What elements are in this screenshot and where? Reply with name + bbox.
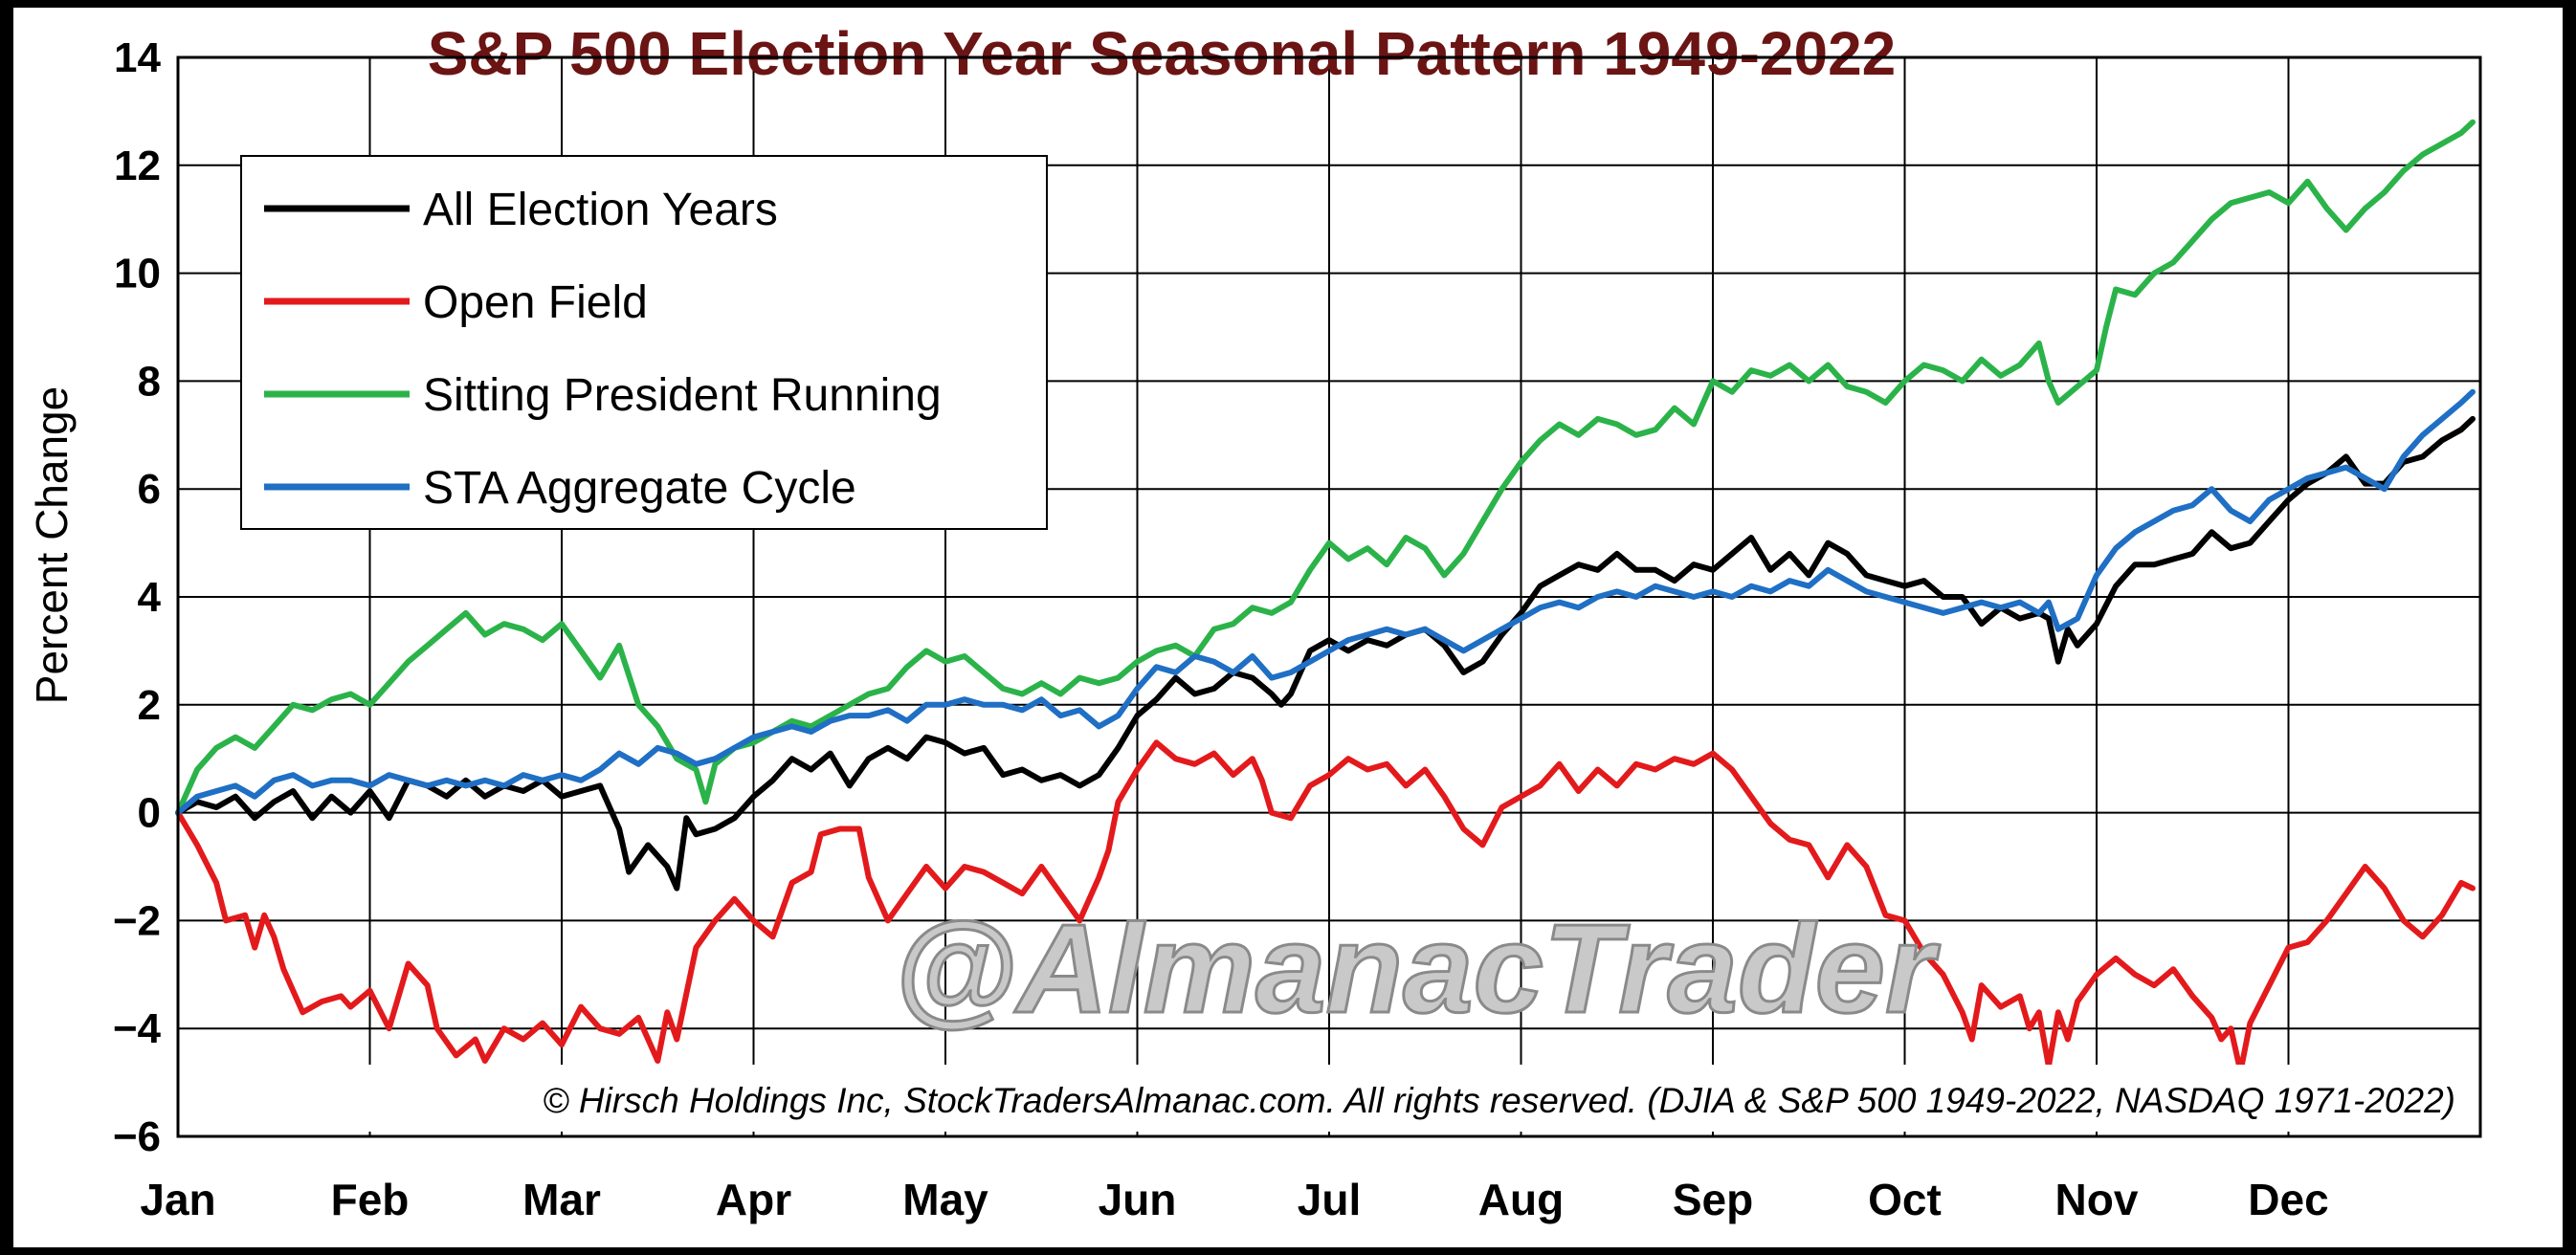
series-line-sta-aggregate-cycle xyxy=(175,388,2476,816)
x-tick-label: Dec xyxy=(2248,1175,2328,1224)
x-tick-label: Oct xyxy=(1868,1175,1942,1224)
x-tick-label: Apr xyxy=(716,1175,791,1224)
series-line-all-election-years xyxy=(175,415,2476,892)
copyright-text: © Hirsch Holdings Inc, StockTradersAlman… xyxy=(543,1081,2455,1120)
series-lines xyxy=(175,119,2476,1075)
chart-frame: 14 12 10 8 6 4 2 0 −2 −4 −6 Jan Feb Mar Apr May Jun Jul Au… xyxy=(13,8,2563,1247)
legend: All Election Years Open Field Sitting Pres… xyxy=(240,155,1048,530)
x-tick-label: Jan xyxy=(140,1175,215,1224)
y-tick-label: −4 xyxy=(113,1005,162,1052)
y-tick-label: 8 xyxy=(138,358,161,405)
series-line-open-field xyxy=(175,739,2476,1075)
y-tick-label: 4 xyxy=(138,574,162,621)
ticks: 14 12 10 8 6 4 2 0 −2 −4 −6 Jan Feb Mar Apr May Jun Jul Au… xyxy=(113,34,2329,1224)
y-tick-label: 0 xyxy=(138,790,161,837)
watermark-text: @AlmanacTrader xyxy=(894,898,1941,1039)
legend-label: Open Field xyxy=(423,277,648,328)
y-tick-label: 14 xyxy=(114,34,161,81)
y-tick-label: 2 xyxy=(138,682,161,729)
series-line-sitting-president-running xyxy=(175,119,2476,816)
x-tick-label: May xyxy=(902,1175,988,1224)
plot-border xyxy=(176,55,2482,1138)
x-tick-label: Mar xyxy=(522,1175,601,1224)
chart-title: S&P 500 Election Year Seasonal Pattern 1… xyxy=(428,19,1897,88)
x-tick-label: Nov xyxy=(2055,1175,2139,1224)
legend-label: All Election Years xyxy=(423,185,778,235)
x-tick-label: Feb xyxy=(331,1175,410,1224)
x-tick-label: Jun xyxy=(1099,1175,1177,1224)
legend-box xyxy=(240,155,1048,530)
y-tick-label: 12 xyxy=(114,143,161,189)
y-axis-label: Percent Change xyxy=(27,386,77,704)
legend-label: STA Aggregate Cycle xyxy=(423,463,856,514)
y-tick-label: 6 xyxy=(138,466,161,513)
y-tick-label: −6 xyxy=(113,1113,161,1160)
x-tick-label: Jul xyxy=(1298,1175,1361,1224)
chart: 14 12 10 8 6 4 2 0 −2 −4 −6 Jan Feb Mar Apr May Jun Jul Au… xyxy=(27,19,2482,1224)
legend-label: Sitting President Running xyxy=(423,370,942,421)
x-tick-label: Sep xyxy=(1673,1175,1753,1224)
y-tick-label: 10 xyxy=(114,251,161,297)
copyright-background xyxy=(197,1065,2450,1132)
y-tick-label: −2 xyxy=(113,897,161,944)
x-tick-label: Aug xyxy=(1478,1175,1564,1224)
